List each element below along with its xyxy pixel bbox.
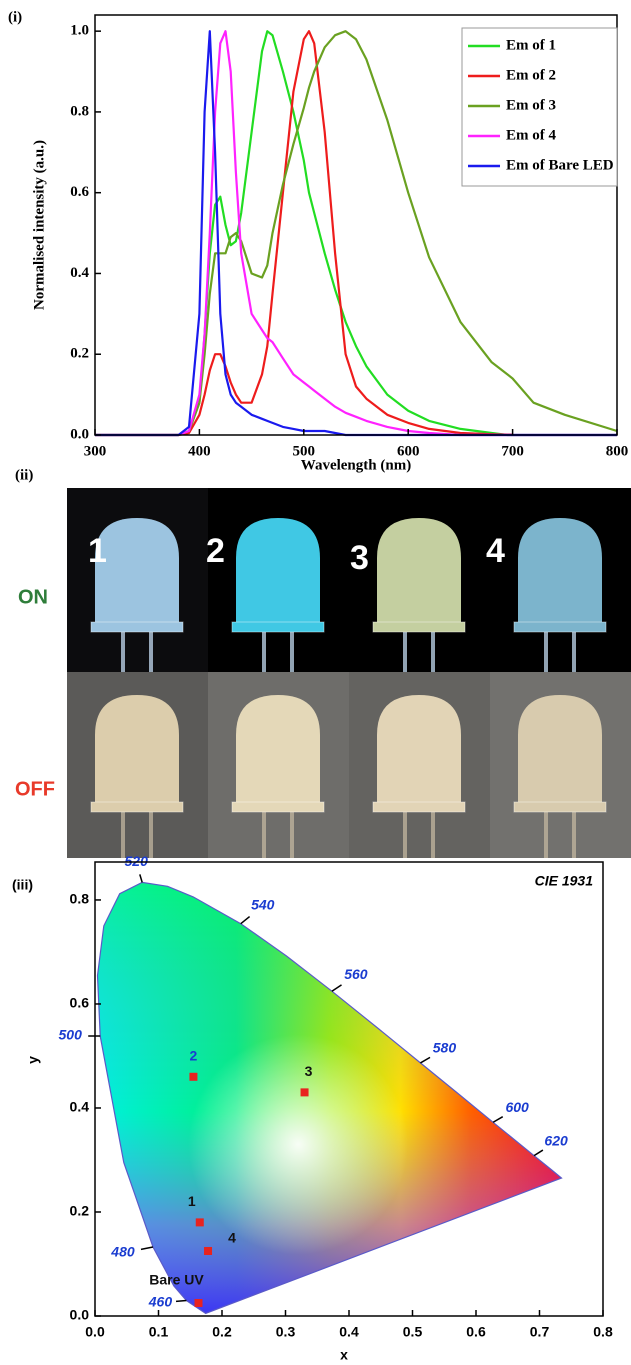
x-tick-label: 0.1: [149, 1324, 169, 1340]
led-body: [377, 695, 461, 812]
chart-title: CIE 1931: [535, 873, 594, 889]
legend-label: Em of 2: [506, 67, 556, 83]
cie-point: [194, 1298, 203, 1307]
sample-label: 2: [206, 532, 225, 570]
led-flange: [90, 621, 184, 633]
photo-panel: (ii) 1 2 3 4 ON OFF: [15, 467, 631, 858]
y-tick-label: 1.0: [70, 23, 89, 39]
x-tick-label: 400: [188, 443, 211, 459]
cie-point: [204, 1246, 213, 1255]
y-tick-label: 0.0: [70, 1307, 90, 1323]
led-body: [377, 518, 461, 632]
y-tick-label: 0.2: [70, 346, 89, 362]
cie-point: [189, 1072, 198, 1081]
series-line: [95, 30, 617, 437]
white-point: [188, 1034, 409, 1255]
led-flange: [231, 801, 325, 813]
led-body: [236, 695, 320, 812]
point-label: Bare UV: [149, 1272, 204, 1288]
point-label: 2: [190, 1047, 198, 1063]
x-tick-label: 800: [606, 443, 629, 459]
wavelength-label: 540: [251, 896, 275, 912]
leds: [90, 518, 607, 858]
wavelength-label: 600: [505, 1099, 529, 1115]
series-line: [95, 30, 513, 437]
locus-tick: [140, 1246, 154, 1251]
led-flange: [231, 621, 325, 633]
x-tick-label: 600: [397, 443, 420, 459]
legend-label: Em of Bare LED: [506, 157, 614, 173]
led-body: [518, 518, 602, 632]
x-tick-label: 0.2: [212, 1324, 232, 1340]
led-flange: [513, 621, 607, 633]
row-label: OFF: [15, 778, 55, 800]
sample-label: 3: [350, 539, 369, 577]
locus-tick: [240, 915, 251, 925]
x-tick-label: 300: [84, 443, 107, 459]
point-label: 3: [305, 1063, 313, 1079]
y-tick-label: 0.8: [70, 103, 89, 119]
panel-label: (iii): [12, 877, 33, 893]
y-axis-label: Normalised intensity (a.u.): [31, 140, 47, 310]
led-body: [95, 695, 179, 812]
locus-tick: [420, 1056, 431, 1064]
y-tick-label: 0.6: [70, 995, 90, 1011]
locus-tick: [175, 1299, 187, 1303]
chromaticity-fill: [97, 882, 562, 1314]
y-tick-label: 0.0: [70, 426, 89, 442]
locus-tick: [492, 1116, 504, 1123]
x-tick-label: 0.8: [593, 1324, 613, 1340]
x-axis-label: x: [340, 1347, 348, 1363]
led-body: [518, 695, 602, 812]
panel-label: (i): [8, 9, 22, 25]
wavelength-label: 620: [544, 1132, 568, 1148]
spectral-locus: [96, 881, 563, 1315]
sample-label: 4: [486, 532, 505, 570]
led-flange: [372, 801, 466, 813]
x-tick-label: 700: [501, 443, 524, 459]
locus-tick: [533, 1149, 544, 1157]
legend-label: Em of 4: [506, 127, 556, 143]
y-tick-label: 0.8: [70, 891, 90, 907]
y-axis-label: y: [25, 1056, 41, 1064]
cie-point: [300, 1088, 309, 1097]
wavelength-label: 560: [344, 966, 368, 982]
x-tick-label: 0.3: [276, 1324, 296, 1340]
wavelength-label: 460: [148, 1293, 173, 1309]
led-flange: [90, 801, 184, 813]
legend-label: Em of 3: [506, 97, 556, 113]
y-tick-label: 0.4: [70, 265, 89, 281]
led-flange: [513, 801, 607, 813]
locus-tick: [139, 874, 143, 883]
series-line: [95, 30, 618, 437]
x-tick-label: 0.5: [403, 1324, 423, 1340]
x-tick-label: 0.0: [85, 1324, 105, 1340]
led-flange: [372, 621, 466, 633]
y-tick-label: 0.4: [70, 1099, 90, 1115]
plot-frame: [94, 14, 618, 436]
legend-label: Em of 1: [506, 37, 556, 53]
led-body: [236, 518, 320, 632]
x-tick-label: 0.6: [466, 1324, 486, 1340]
cie-point: [195, 1218, 204, 1227]
wavelength-label: 520: [125, 853, 149, 869]
row-label: ON: [18, 586, 48, 608]
wavelength-label: 500: [59, 1027, 83, 1043]
x-tick-label: 0.7: [530, 1324, 550, 1340]
led-body: [95, 518, 179, 632]
x-axis-label: Wavelength (nm): [301, 457, 411, 473]
x-tick-label: 500: [293, 443, 316, 459]
wavelength-label: 480: [110, 1244, 135, 1260]
wavelength-label: 580: [433, 1040, 457, 1056]
point-label: 1: [188, 1193, 196, 1209]
locus-tick: [331, 984, 342, 992]
x-tick-label: 0.4: [339, 1324, 359, 1340]
y-tick-label: 0.2: [70, 1203, 90, 1219]
y-tick-label: 0.6: [70, 184, 89, 200]
panel-label: (ii): [15, 467, 33, 483]
sample-label: 1: [88, 532, 107, 570]
point-label: 4: [228, 1230, 236, 1246]
